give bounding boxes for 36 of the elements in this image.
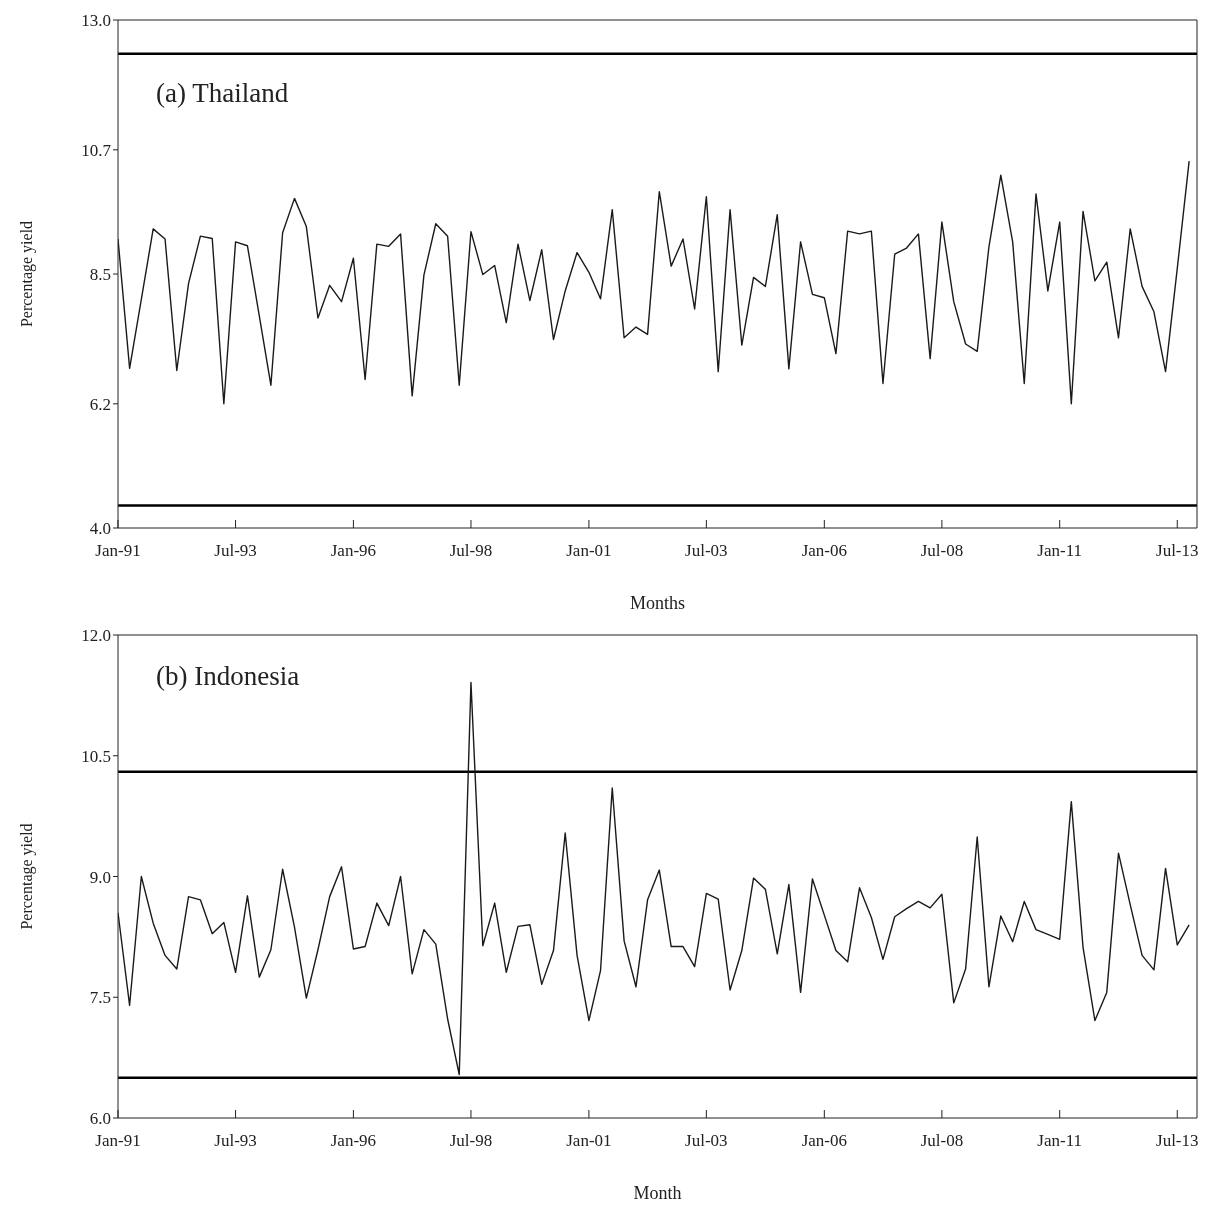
y-tick-label: 10.7 <box>81 140 112 160</box>
x-tick-label: Jan-01 <box>566 541 612 561</box>
y-tick-label: 12.0 <box>81 626 111 646</box>
x-tick-label: Jul-08 <box>920 1131 964 1151</box>
x-tick-label: Jan-06 <box>801 541 847 561</box>
y-tick-label: 7.5 <box>89 988 111 1008</box>
y-axis-title: Percentage yield <box>17 823 36 930</box>
text: (b) Indonesia <box>156 661 300 692</box>
x-tick-label: Jul-13 <box>1156 541 1199 561</box>
x-tick-label: Jan-11 <box>1037 1131 1083 1151</box>
x-tick-label: Jul-98 <box>449 541 493 561</box>
text: (a) Thailand <box>156 78 289 109</box>
x-tick-label: Jul-13 <box>1156 1131 1199 1151</box>
x-tick-label: Jan-96 <box>330 541 377 561</box>
x-tick-label: Jul-93 <box>214 1131 257 1151</box>
x-axis-title: Month <box>633 1183 682 1203</box>
x-tick-label: Jan-91 <box>95 1131 141 1151</box>
x-tick-label: Jul-98 <box>449 1131 493 1151</box>
x-tick-label: Jul-03 <box>685 1131 728 1151</box>
x-tick-label: Jul-03 <box>685 541 728 561</box>
x-tick-label: Jan-11 <box>1037 541 1083 561</box>
y-tick-label: 9.0 <box>89 867 111 887</box>
y-axis-title: Percentage yield <box>17 220 36 328</box>
x-tick-label: Jan-01 <box>566 1131 612 1151</box>
x-tick-label: Jul-93 <box>214 541 257 561</box>
y-tick-label: 4.0 <box>89 519 111 539</box>
x-tick-label: Jan-06 <box>801 1131 847 1151</box>
y-tick-label: 6.2 <box>89 394 111 414</box>
x-tick-label: Jan-91 <box>95 541 141 561</box>
x-tick-label: Jan-96 <box>330 1131 377 1151</box>
y-tick-label: 8.5 <box>89 265 111 285</box>
y-tick-label: 10.5 <box>81 746 111 766</box>
y-tick-label: 13.0 <box>81 11 111 31</box>
x-tick-label: Jul-08 <box>920 541 964 561</box>
y-tick-label: 6.0 <box>89 1109 111 1129</box>
x-axis-title: Months <box>629 593 686 613</box>
